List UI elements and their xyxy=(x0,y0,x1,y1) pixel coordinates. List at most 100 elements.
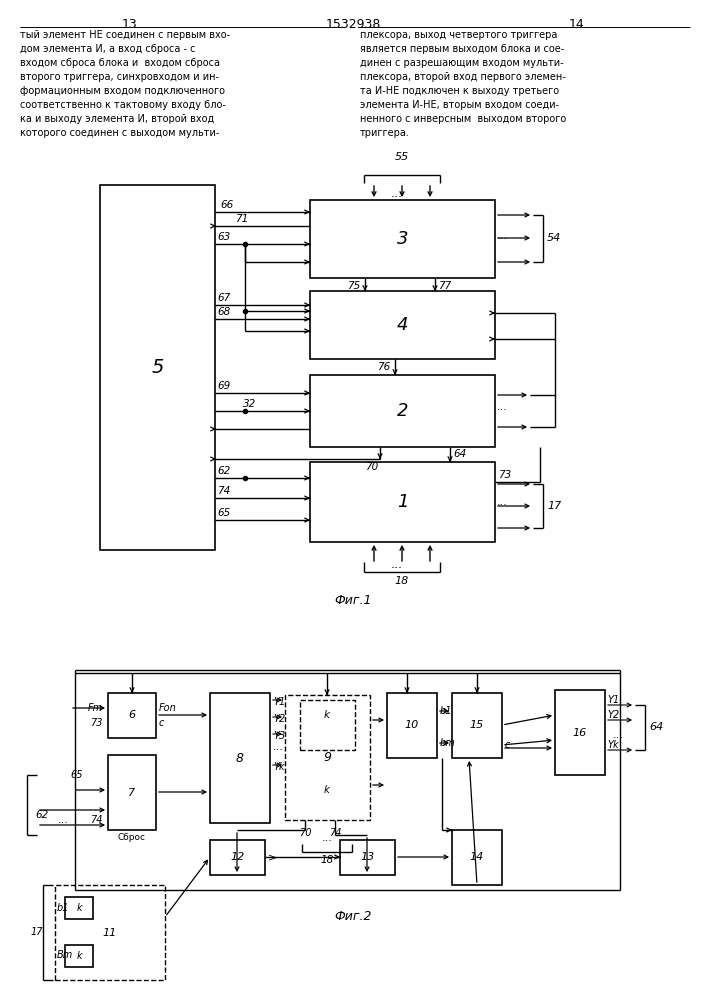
Text: 17: 17 xyxy=(30,927,43,937)
Bar xyxy=(65,945,93,967)
Text: 3: 3 xyxy=(397,230,408,248)
Text: k: k xyxy=(76,951,82,961)
Text: Фиг.1: Фиг.1 xyxy=(334,594,372,607)
Text: 64: 64 xyxy=(453,449,466,459)
Text: ...: ... xyxy=(497,402,508,412)
Text: Bm: Bm xyxy=(57,950,74,960)
Text: Yk: Yk xyxy=(273,762,285,772)
Bar xyxy=(210,840,265,875)
Bar xyxy=(452,830,502,885)
Text: 13: 13 xyxy=(361,852,375,862)
Text: 67: 67 xyxy=(217,293,230,303)
Text: Yk: Yk xyxy=(607,740,619,750)
Text: 1: 1 xyxy=(397,493,408,511)
Text: 18: 18 xyxy=(320,855,334,865)
Bar xyxy=(108,755,156,830)
Text: 65: 65 xyxy=(70,770,83,780)
Text: 11: 11 xyxy=(103,928,117,938)
Text: 13: 13 xyxy=(122,18,138,31)
Text: 17: 17 xyxy=(547,501,561,511)
Bar xyxy=(452,693,502,758)
Text: 2: 2 xyxy=(397,402,408,420)
Bar xyxy=(310,291,495,359)
Text: 32: 32 xyxy=(243,399,256,409)
Text: Фиг.2: Фиг.2 xyxy=(334,910,372,923)
Text: 14: 14 xyxy=(470,852,484,862)
Text: Fon: Fon xyxy=(159,703,177,713)
Text: 66: 66 xyxy=(220,200,233,210)
Text: 15: 15 xyxy=(470,720,484,730)
Text: Y3: Y3 xyxy=(273,731,285,741)
Text: тый элемент НЕ соединен с первым вхо-
дом элемента И, а вход сброса - с
входом с: тый элемент НЕ соединен с первым вхо- до… xyxy=(20,30,230,138)
Text: 70: 70 xyxy=(299,828,311,838)
Text: 73: 73 xyxy=(498,470,511,480)
Bar xyxy=(285,695,370,820)
Text: 12: 12 xyxy=(230,852,245,862)
Text: c: c xyxy=(159,718,164,728)
Bar xyxy=(65,897,93,919)
Text: 77: 77 xyxy=(438,281,451,291)
Text: c: c xyxy=(505,740,510,750)
Text: 70: 70 xyxy=(365,462,378,472)
Text: 71: 71 xyxy=(235,214,248,224)
Text: 64: 64 xyxy=(649,722,663,732)
Text: ...: ... xyxy=(391,558,403,571)
Text: 18: 18 xyxy=(395,576,409,586)
Bar xyxy=(108,693,156,738)
Text: 6: 6 xyxy=(129,710,136,720)
Text: 4: 4 xyxy=(397,316,408,334)
Text: 74: 74 xyxy=(217,486,230,496)
Text: ...: ... xyxy=(613,730,624,740)
Text: bm: bm xyxy=(440,738,456,748)
Text: Y1: Y1 xyxy=(273,697,285,707)
Text: 65: 65 xyxy=(217,508,230,518)
Text: ...: ... xyxy=(391,187,403,200)
Text: k: k xyxy=(324,710,330,720)
Text: плексора, выход четвертого триггера
является первым выходом блока и сое-
динен с: плексора, выход четвертого триггера явля… xyxy=(360,30,566,138)
Text: 73: 73 xyxy=(90,718,103,728)
Text: 68: 68 xyxy=(217,307,230,317)
Text: 69: 69 xyxy=(217,381,230,391)
Bar xyxy=(55,885,165,980)
Text: ...: ... xyxy=(497,497,508,507)
Text: 75: 75 xyxy=(347,281,361,291)
Text: 7: 7 xyxy=(129,788,136,798)
Text: k: k xyxy=(324,785,330,795)
Text: ...: ... xyxy=(497,231,508,241)
Bar xyxy=(100,185,215,550)
Text: 62: 62 xyxy=(35,810,48,820)
Text: 74: 74 xyxy=(329,828,341,838)
Text: Y2: Y2 xyxy=(607,710,619,720)
Bar xyxy=(387,693,437,758)
Bar xyxy=(310,462,495,542)
Text: b1: b1 xyxy=(440,706,452,716)
Text: ...: ... xyxy=(57,815,69,825)
Bar xyxy=(310,200,495,278)
Text: ...: ... xyxy=(322,833,332,843)
Text: 62: 62 xyxy=(217,466,230,476)
Text: Fm: Fm xyxy=(88,703,103,713)
Text: 10: 10 xyxy=(405,720,419,730)
Text: 8: 8 xyxy=(236,752,244,764)
Text: 5: 5 xyxy=(151,358,164,377)
Bar xyxy=(555,690,605,775)
Bar xyxy=(310,375,495,447)
Bar xyxy=(300,700,355,750)
Text: k: k xyxy=(76,903,82,913)
Text: ...: ... xyxy=(273,742,284,752)
Text: 14: 14 xyxy=(569,18,585,31)
Text: 1532938: 1532938 xyxy=(325,18,380,31)
Text: Y1: Y1 xyxy=(607,695,619,705)
Text: 55: 55 xyxy=(395,152,409,162)
Text: 16: 16 xyxy=(573,728,587,738)
Bar xyxy=(340,840,395,875)
Text: Y2: Y2 xyxy=(273,714,285,724)
Text: 9: 9 xyxy=(324,751,332,764)
Text: Сброс: Сброс xyxy=(118,833,146,842)
Text: b1: b1 xyxy=(57,903,69,913)
Bar xyxy=(210,693,270,823)
Text: 54: 54 xyxy=(547,233,561,243)
Text: >: > xyxy=(268,852,277,862)
Text: 63: 63 xyxy=(217,232,230,242)
Text: 76: 76 xyxy=(377,362,390,372)
